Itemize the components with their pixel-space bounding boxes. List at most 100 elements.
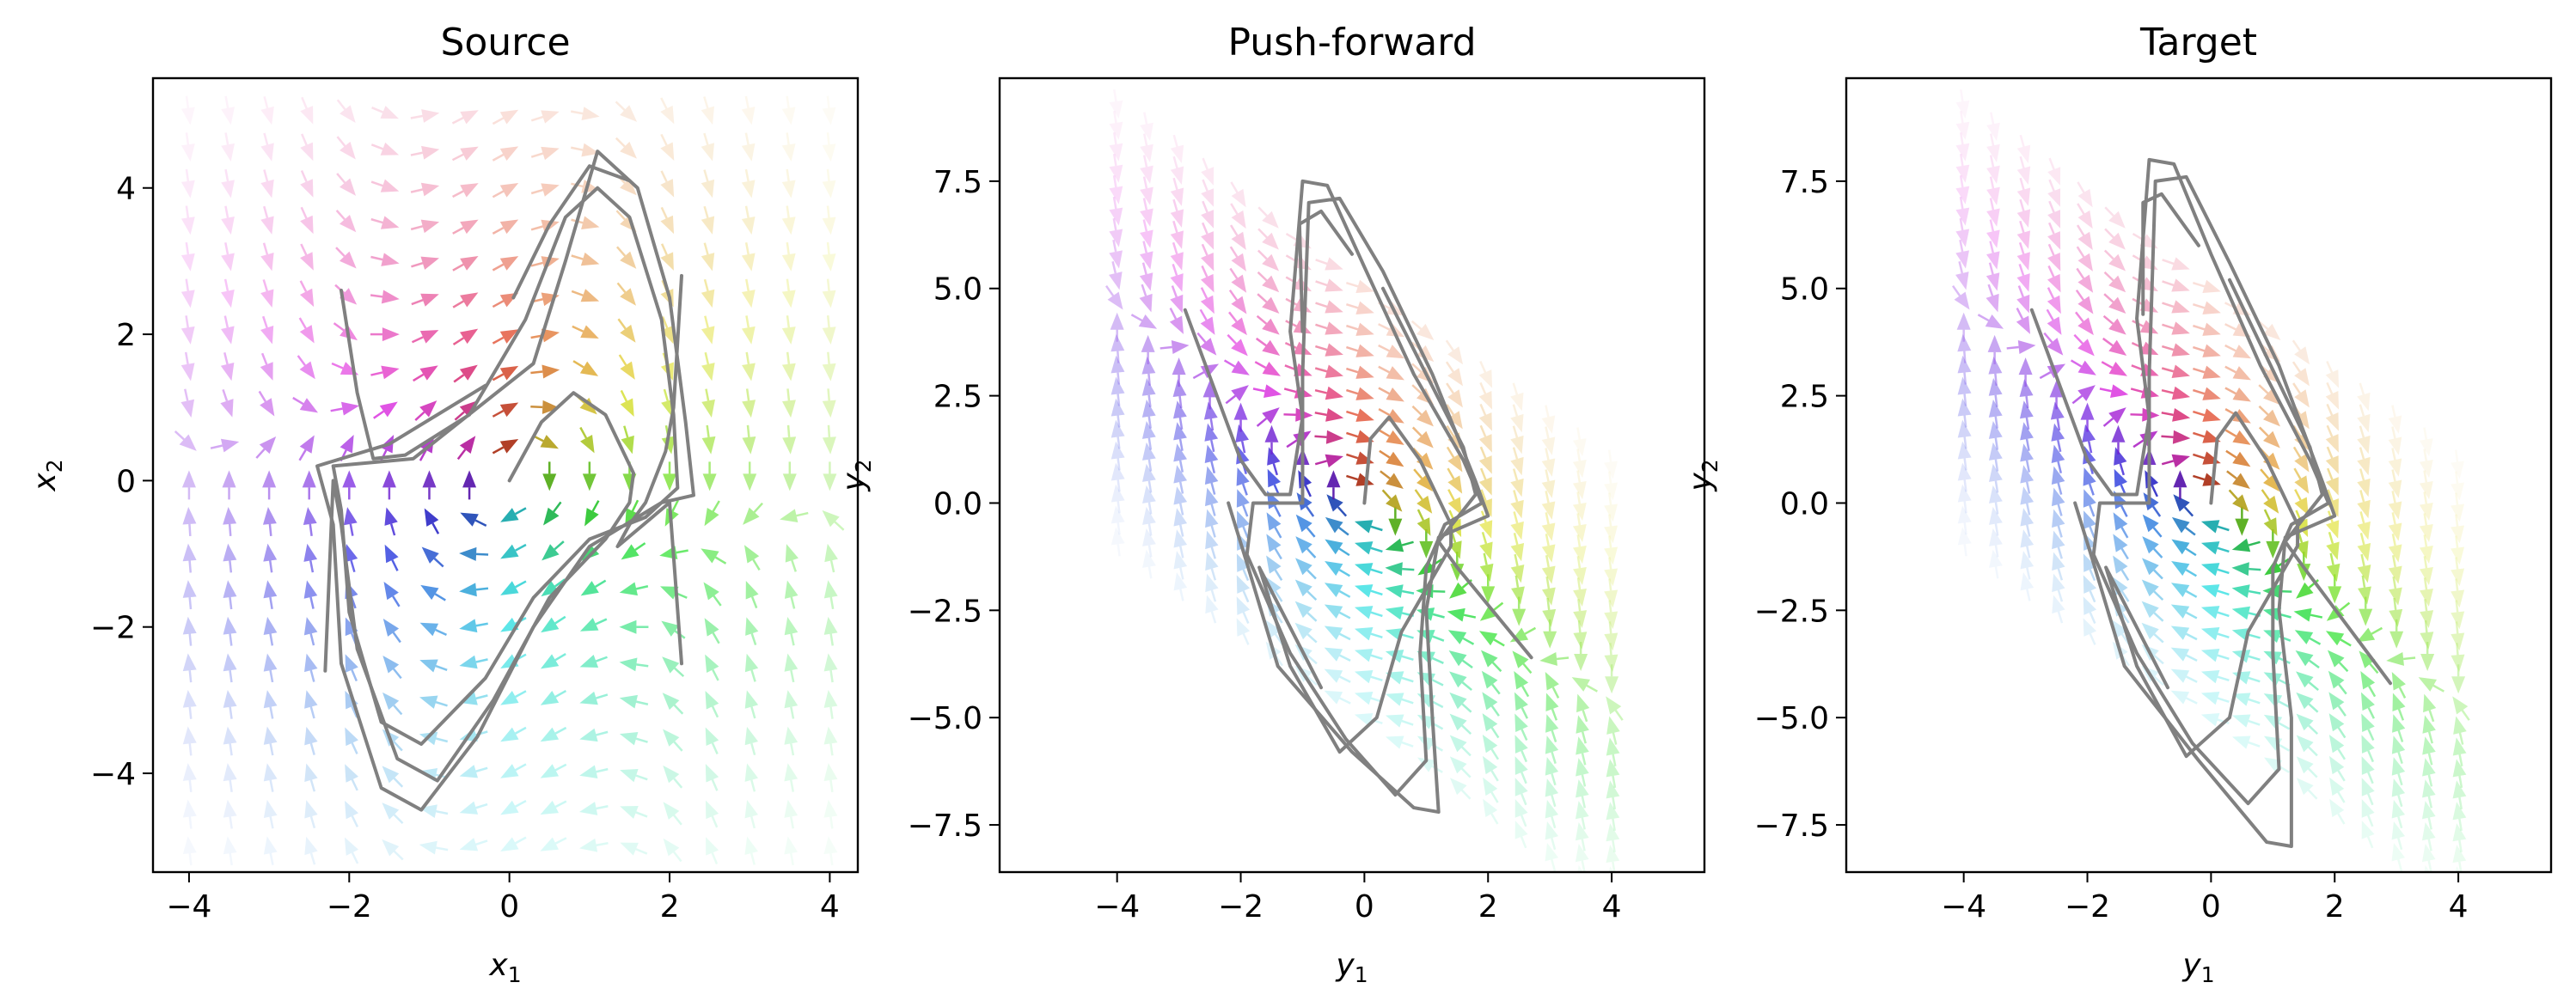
field-arrow-shaft	[1557, 656, 1569, 661]
field-arrow-shaft	[1172, 220, 1178, 233]
field-arrow	[1573, 567, 1587, 585]
field-arrow	[1170, 209, 1184, 228]
field-arrow	[662, 693, 680, 711]
field-arrow-shaft	[2153, 569, 2163, 580]
field-arrow-shaft	[475, 839, 488, 845]
field-arrow-shaft	[435, 737, 449, 743]
field-arrow	[263, 653, 278, 672]
field-arrow-shaft	[2458, 796, 2463, 809]
field-arrow-shaft	[596, 805, 609, 810]
field-arrow-shaft	[634, 542, 646, 552]
field-arrow	[299, 361, 315, 380]
field-arrow	[2083, 575, 2097, 594]
field-arrow-shaft	[1210, 589, 1217, 602]
field-arrow	[784, 726, 798, 745]
field-arrow-shaft	[2131, 364, 2144, 371]
field-arrow-shaft	[2193, 281, 2206, 288]
field-arrow	[822, 510, 840, 528]
field-arrow-shaft	[712, 668, 719, 681]
field-arrow	[460, 183, 479, 198]
field-arrow	[1354, 541, 1374, 555]
field-arrow-shaft	[454, 411, 465, 421]
field-arrow	[460, 292, 479, 308]
field-arrow	[1354, 627, 1374, 641]
field-arrow	[2388, 544, 2402, 563]
field-arrow-shaft	[712, 632, 720, 644]
field-arrow-shaft	[2193, 431, 2206, 438]
field-arrow-shaft	[530, 188, 543, 195]
x-axis-ticks: −4 −2 0 2 4	[1094, 872, 1622, 925]
field-arrow-shaft	[2152, 547, 2163, 558]
field-arrow-shaft	[1112, 174, 1117, 188]
field-arrow	[2114, 447, 2127, 466]
field-arrow-shaft	[452, 300, 464, 308]
field-arrow	[579, 397, 597, 415]
trajectory-line	[323, 391, 636, 783]
field-arrow-shaft	[631, 499, 639, 512]
field-arrow	[1955, 164, 1970, 183]
field-arrow	[220, 438, 240, 453]
field-arrow	[1236, 575, 1251, 594]
field-arrow	[1510, 565, 1525, 583]
field-arrow	[2357, 478, 2371, 497]
field-arrow	[182, 543, 197, 562]
field-arrow	[704, 618, 719, 637]
field-arrow-shaft	[435, 628, 448, 636]
field-arrow	[2171, 278, 2190, 292]
field-arrow	[1481, 586, 1496, 604]
field-arrow-shaft	[262, 315, 268, 328]
field-arrow-shaft	[411, 299, 424, 306]
field-arrow-shaft	[1200, 287, 1208, 299]
field-arrow	[784, 836, 798, 855]
field-arrow-shaft	[2278, 743, 2291, 752]
field-arrow	[2171, 257, 2190, 271]
field-arrow-shaft	[515, 690, 527, 699]
field-arrow	[459, 655, 478, 669]
field-arrow-shaft	[188, 853, 193, 866]
field-arrow	[2296, 735, 2314, 753]
field-arrow	[1514, 713, 1528, 733]
field-arrow	[2452, 759, 2467, 778]
field-arrow	[823, 726, 838, 745]
field-arrow	[2200, 669, 2220, 684]
field-arrow	[743, 545, 760, 564]
field-arrow-shaft	[1339, 654, 1351, 662]
field-arrow	[1510, 413, 1524, 433]
field-arrow-shaft	[2423, 534, 2428, 547]
field-arrow	[1231, 231, 1246, 251]
field-arrow-shaft	[554, 689, 567, 699]
y-tick-label: 2.5	[1780, 380, 1829, 415]
field-arrow	[2200, 563, 2220, 577]
field-arrow-shaft	[1416, 509, 1425, 522]
field-arrow	[2232, 494, 2249, 512]
field-arrow-shaft	[1612, 818, 1616, 831]
field-arrow	[2328, 692, 2345, 711]
field-arrow	[1957, 484, 1972, 503]
field-arrow-shaft	[1314, 367, 1328, 373]
field-arrow-shaft	[705, 388, 710, 401]
y-tick-label: −7.5	[1754, 809, 1829, 844]
field-arrow	[1545, 778, 1559, 797]
field-arrow-shaft	[1370, 525, 1383, 532]
field-arrow-shaft	[2248, 589, 2261, 595]
field-arrow	[581, 107, 600, 121]
field-arrow	[1604, 525, 1618, 544]
field-arrow-shaft	[1581, 860, 1586, 872]
field-arrow	[1140, 122, 1153, 141]
field-arrow-shaft	[1581, 731, 1587, 744]
field-arrow	[1386, 430, 1404, 445]
field-arrow	[1986, 208, 2000, 227]
field-arrow	[823, 473, 837, 491]
field-arrow	[2388, 436, 2402, 455]
field-arrow-shaft	[2455, 514, 2459, 527]
field-arrow-shaft	[2307, 767, 2318, 778]
field-arrow-shaft	[1192, 371, 1205, 380]
field-arrow-shaft	[1576, 491, 1582, 504]
field-arrow	[2451, 504, 2465, 522]
field-arrow-shaft	[572, 325, 584, 333]
field-arrow	[1604, 568, 1618, 587]
field-arrow	[1449, 756, 1467, 774]
field-arrow	[1142, 485, 1156, 504]
field-arrow	[1986, 229, 2000, 248]
field-arrow-shaft	[309, 742, 315, 755]
